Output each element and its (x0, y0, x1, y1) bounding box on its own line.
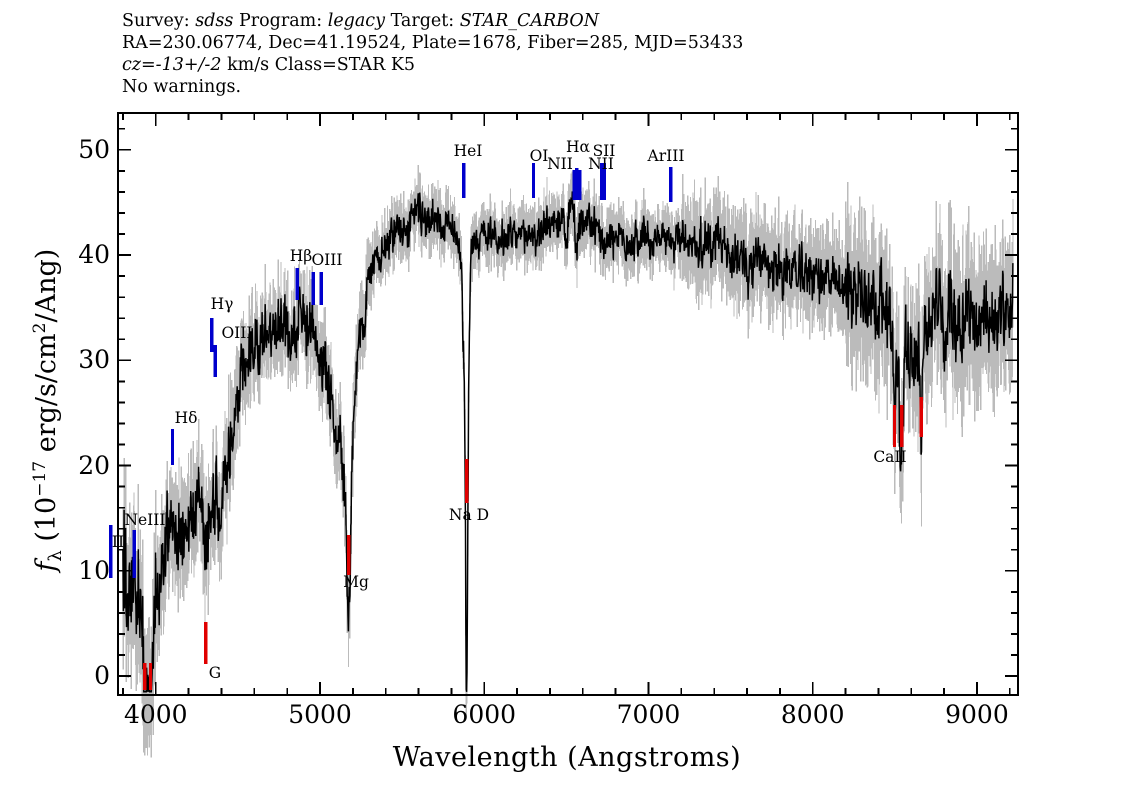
program-value: legacy (327, 11, 385, 31)
line-label-oiii-4959: OIII (311, 251, 343, 269)
line-label-hdelta: Hδ (174, 409, 198, 427)
metadata-line-warnings: No warnings. (122, 77, 242, 97)
y-axis-title: fλ (10−17 erg/s/cm2/Ang) (29, 248, 67, 572)
x-tick-label-7000: 7000 (616, 700, 681, 729)
x-tick-label-5000: 5000 (288, 700, 352, 729)
spectrum-metadata-header: Survey: sdss Program: legacy Target: STA… (122, 10, 1022, 98)
y-tick-label-20: 20 (78, 450, 110, 480)
line-label-caii-8542: CaII (873, 448, 907, 466)
y-tick-label-50: 50 (78, 134, 110, 164)
target-value: STAR_CARBON (459, 11, 600, 31)
metadata-line-redshift: cz=-13+/-2 km/s Class=STAR K5 (122, 54, 1022, 76)
survey-label: Survey: (122, 11, 190, 31)
spectral-line-markers (109, 163, 924, 690)
target-label: Target: (390, 11, 455, 31)
line-label-oii: II (111, 533, 125, 551)
line-label-hbeta: Hβ (289, 247, 313, 265)
line-label-hei: HeI (453, 142, 483, 160)
line-label-halpha: Hα (566, 138, 590, 156)
survey-value: sdss (195, 11, 234, 31)
program-label: Program: (238, 11, 323, 31)
line-label-hgamma: Hγ (210, 295, 234, 313)
class-value: km/s Class=STAR K5 (227, 55, 416, 75)
line-label-nii-lower: NII (588, 155, 614, 173)
line-label-nii-6548: NII (547, 155, 573, 173)
line-label-oi: OI (529, 147, 549, 165)
y-tick-label-30: 30 (78, 345, 110, 375)
line-label-g: G (208, 664, 222, 682)
y-tick-label-40: 40 (78, 240, 110, 270)
line-label-mg: Mg (343, 573, 369, 591)
metadata-line-survey: Survey: sdss Program: legacy Target: STA… (122, 10, 1022, 32)
line-label-neiii: NeIII (124, 511, 166, 529)
x-tick-label-6000: 6000 (452, 700, 517, 729)
x-tick-label-4000: 4000 (123, 700, 188, 729)
x-tick-label-9000: 9000 (945, 700, 1009, 729)
line-label-sii-6716: SII (592, 142, 616, 160)
line-label-ariii: ArIII (647, 147, 685, 165)
metadata-line-coords: RA=230.06774, Dec=41.19524, Plate=1678, … (122, 33, 744, 53)
y-tick-label-0: 0 (94, 661, 110, 691)
plot-frame-and-ticks (116, 111, 1020, 697)
line-label-oiii-4363: OIII (221, 324, 253, 342)
line-label-nad: Na D (448, 506, 490, 524)
x-axis-title: Wavelength (Angstroms) (392, 742, 742, 773)
y-tick-label-10: 10 (78, 555, 110, 585)
x-tick-label-8000: 8000 (780, 700, 845, 729)
cz-value: cz=-13+/-2 (122, 55, 222, 75)
flux-spectrum-trace (122, 191, 1014, 693)
